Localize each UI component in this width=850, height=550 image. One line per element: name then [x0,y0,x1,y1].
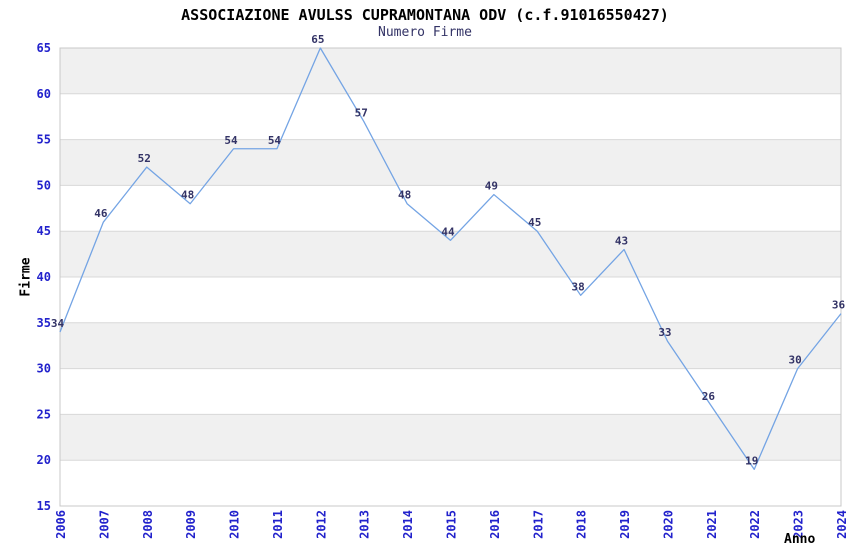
y-tick-label: 65 [37,41,51,55]
x-tick-label: 2023 [792,510,806,539]
y-tick-label: 50 [37,178,51,192]
data-label: 57 [355,106,368,119]
data-label: 52 [138,152,151,165]
x-axis-title: Anno [784,532,816,547]
plot-band [60,139,841,186]
chart-subtitle: Numero Firme [378,25,472,40]
x-tick-label: 2014 [401,510,415,539]
data-label: 44 [441,225,455,238]
x-tick-label: 2017 [531,510,545,539]
x-tick-label: 2020 [661,510,675,539]
plot-band [60,48,841,94]
data-label: 38 [572,280,585,293]
data-label: 48 [398,189,411,202]
data-label: 19 [745,454,758,467]
data-label: 65 [311,33,324,46]
y-tick-label: 30 [37,362,51,376]
y-tick-label: 15 [37,499,51,513]
x-tick-label: 2009 [184,510,198,539]
x-tick-label: 2018 [575,510,589,539]
x-tick-label: 2021 [705,510,719,539]
data-label: 46 [94,207,108,220]
chart-title: ASSOCIAZIONE AVULSS CUPRAMONTANA ODV (c.… [181,6,669,24]
data-line [59,47,842,471]
plot-band [60,322,841,369]
y-tick-label: 40 [37,270,51,284]
x-tick-label: 2024 [835,510,849,539]
x-tick-label: 2015 [445,510,459,539]
y-tick-label: 35 [37,316,51,330]
x-tick-label: 2011 [271,510,285,539]
plot-band [60,231,841,277]
x-tick-label: 2008 [141,510,155,539]
y-tick-label: 45 [37,224,51,238]
data-label: 33 [658,326,671,339]
plot-border [59,47,842,507]
data-label: 49 [485,180,498,193]
data-label: 54 [224,134,238,147]
x-tick-label: 2010 [228,510,242,539]
x-tick-label: 2012 [314,510,328,539]
data-label: 34 [51,317,65,330]
data-label: 30 [788,354,801,367]
data-label: 43 [615,235,628,248]
x-tick-label: 2022 [748,510,762,539]
y-tick-label: 20 [37,453,51,467]
data-label: 26 [702,390,716,403]
data-label: 54 [268,134,282,147]
x-tick-label: 2006 [54,510,68,539]
y-tick-label: 55 [37,133,51,147]
y-tick-label: 25 [37,407,51,421]
data-label: 45 [528,216,541,229]
y-axis-title: Firme [18,257,34,297]
x-tick-label: 2019 [618,510,632,539]
plot-band [60,414,841,461]
data-label: 48 [181,189,194,202]
data-label: 36 [832,299,846,312]
x-tick-label: 2013 [358,510,372,539]
y-tick-label: 60 [37,87,51,101]
x-tick-label: 2007 [97,510,111,539]
x-tick-label: 2016 [488,510,502,539]
